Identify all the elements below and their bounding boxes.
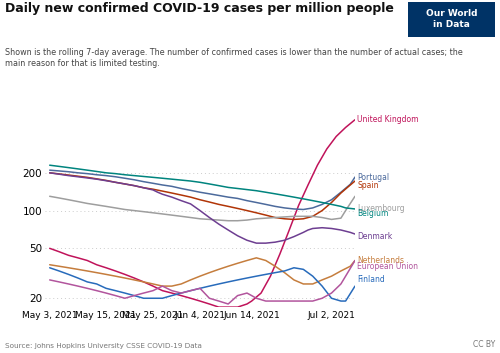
Text: Daily new confirmed COVID-19 cases per million people: Daily new confirmed COVID-19 cases per m… — [5, 2, 394, 15]
Text: Finland: Finland — [358, 275, 385, 285]
Text: Netherlands: Netherlands — [358, 256, 405, 265]
Text: United Kingdom: United Kingdom — [358, 115, 419, 124]
Text: Portugal: Portugal — [358, 173, 390, 181]
Text: Source: Johns Hopkins University CSSE COVID-19 Data: Source: Johns Hopkins University CSSE CO… — [5, 343, 202, 349]
Text: Denmark: Denmark — [358, 232, 392, 241]
Text: CC BY: CC BY — [473, 341, 495, 349]
Text: Shown is the rolling 7-day average. The number of confirmed cases is lower than : Shown is the rolling 7-day average. The … — [5, 48, 463, 68]
Text: Belgium: Belgium — [358, 209, 388, 218]
Text: Luxembourg: Luxembourg — [358, 204, 405, 213]
Text: Spain: Spain — [358, 181, 379, 190]
Text: Our World
in Data: Our World in Data — [426, 10, 477, 29]
Text: European Union: European Union — [358, 262, 418, 271]
